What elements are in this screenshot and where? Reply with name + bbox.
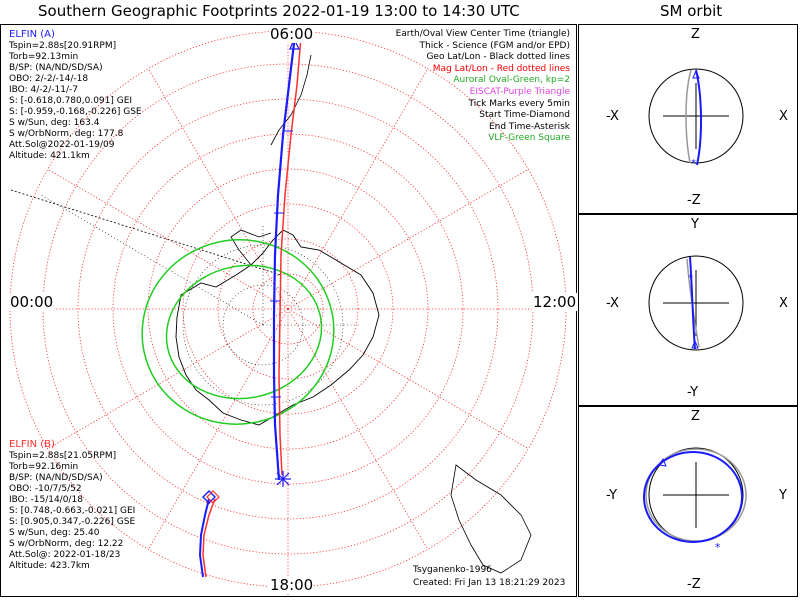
svg-text:*: *: [688, 273, 693, 284]
legend-item: Geo Lat/Lon - Black dotted lines: [426, 52, 570, 63]
elfin-b-line: Tspin=2.88s[21.05RPM]: [9, 451, 117, 461]
elfin-a-line: OBO: 2/-2/-14/-18: [9, 74, 89, 84]
sm-panel-xz: * Z -Z -X X: [578, 24, 798, 214]
legend-item: EISCAT-Purple Triangle: [469, 86, 570, 97]
elfin-b-line: S w/Sun, deg: 25.40: [9, 528, 100, 538]
axis-label-left: -Y: [606, 488, 618, 503]
sm-panel-yz: * Z -Z -Y Y: [578, 406, 798, 597]
axis-label-bottom: -Z: [687, 193, 701, 208]
axis-label-right: X: [779, 296, 788, 311]
elfin-a-line: IBO: 4/-2/-11/-7: [9, 85, 78, 95]
elfin-b-line: Altitude: 423.7km: [9, 561, 90, 571]
geo-grid: [40, 194, 361, 406]
axis-label-left: -X: [606, 296, 619, 311]
legend-item: Thick - Science (FGM and/or EPD): [419, 40, 570, 51]
elfin-a-line: Att.Sol@2022-01-19/09: [9, 140, 115, 150]
elfin-a-line: S: [-0.618,0.780,0.091] GEI: [9, 96, 133, 106]
sm-panel-canvas: *: [648, 68, 744, 169]
elfin-a-line: S: [-0.959,-0.168,-0.226] GSE: [9, 107, 142, 117]
hour-label-left: 00:00: [9, 293, 55, 311]
legend-item: Tick Marks every 5min: [468, 98, 570, 109]
sm-panel-xy: * Y -Y -X X: [578, 214, 798, 406]
auroral-oval-inner: [165, 264, 323, 400]
elfin-b-line: IBO: -15/14/0/18: [9, 495, 83, 505]
antarctica-coastline: [175, 229, 380, 426]
axis-label-right: Y: [779, 488, 787, 503]
created-timestamp: Created: Fri Jan 13 18:21:29 2023: [413, 578, 566, 588]
polar-footprint-plot: 06:00 00:00 12:00 18:00 ELFIN (A) Tspin=…: [0, 24, 578, 597]
axis-label-bottom: -Z: [687, 577, 701, 592]
axis-label-bottom: -Y: [687, 385, 699, 400]
auroral-oval-outer: [141, 239, 335, 425]
elfin-a-track-main: [272, 34, 297, 481]
elfin-b-track-main: [278, 36, 302, 476]
legend-item: End Time-Asterisk: [488, 121, 570, 132]
elfin-b-line: Att.Sol@: 2022-01-18/23: [9, 550, 121, 560]
elfin-a-line: S w/OrbNorm, deg: 177.8: [9, 129, 124, 139]
axis-label-right: X: [779, 109, 788, 124]
elfin-a-ticks: [270, 130, 293, 398]
elfin-a-line: Torb=92.13min: [9, 52, 79, 62]
page-title: Southern Geographic Footprints 2022-01-1…: [38, 2, 520, 20]
svg-text:*: *: [715, 541, 721, 554]
svg-text:*: *: [691, 158, 696, 169]
axis-label-top: Z: [691, 27, 700, 42]
legend-item: Start Time-Diamond: [479, 110, 570, 121]
elfin-b-line: B/SP: (NA/ND/SD/SA): [9, 473, 103, 483]
elfin-b-line: Torb=92.16min: [9, 462, 79, 472]
legend-item: Earth/Oval View Center Time (triangle): [395, 29, 570, 39]
legend-item: Mag Lat/Lon - Red dotted lines: [432, 63, 570, 74]
elfin-b-diamond-red: [206, 490, 220, 504]
elfin-a-line: Altitude: 421.1km: [9, 151, 90, 161]
elfin-b-line: S: [0.905,0.347,-0.226] GSE: [9, 517, 136, 527]
axis-label-left: -X: [606, 109, 619, 124]
legend: Earth/Oval View Center Time (triangle) T…: [396, 29, 570, 145]
coastline-south-america: [270, 54, 312, 146]
axis-label-top: Y: [691, 217, 699, 232]
sm-orbit-title: SM orbit: [660, 2, 723, 20]
elfin-a-end-asterisk: [275, 471, 291, 487]
elfin-b-line: S w/OrbNorm, deg: 12.22: [9, 539, 124, 549]
legend-item: Auroral Oval-Green, kp=2: [453, 75, 570, 86]
elfin-a-track-lower: [198, 498, 210, 578]
elfin-a-line: B/SP: (NA/ND/SD/SA): [9, 63, 103, 73]
coastline-australia: [450, 464, 532, 574]
elfin-b-start-diamond: [202, 490, 216, 504]
elfin-a-line: Tspin=2.88s[20.91RPM]: [9, 41, 117, 51]
geo-meridian: [10, 189, 282, 276]
hour-label-bottom: 18:00: [269, 576, 315, 594]
legend-item: VLF-Green Square: [488, 133, 570, 144]
model-credit: Tsyganenko-1996: [413, 565, 492, 575]
sm-panel-canvas: *: [643, 447, 747, 554]
coastline-peninsula: [230, 229, 272, 266]
elfin-a-start-triangle: [289, 37, 300, 50]
elfin-b-title: ELFIN (B): [9, 439, 55, 450]
elfin-b-track-lower: [202, 498, 216, 578]
elfin-b-line: OBO: -10/7/5/52: [9, 484, 82, 494]
hour-label-right: 12:00: [532, 293, 578, 311]
sm-panel-canvas: *: [648, 255, 744, 351]
elfin-b-line: S: [0.748,-0.663,-0.021] GEI: [9, 506, 136, 516]
elfin-a-title: ELFIN (A): [9, 29, 55, 40]
elfin-a-line: S w/Sun, deg: 163.4: [9, 118, 100, 128]
axis-label-top: Z: [691, 409, 700, 424]
hour-label-top: 06:00: [269, 25, 315, 43]
